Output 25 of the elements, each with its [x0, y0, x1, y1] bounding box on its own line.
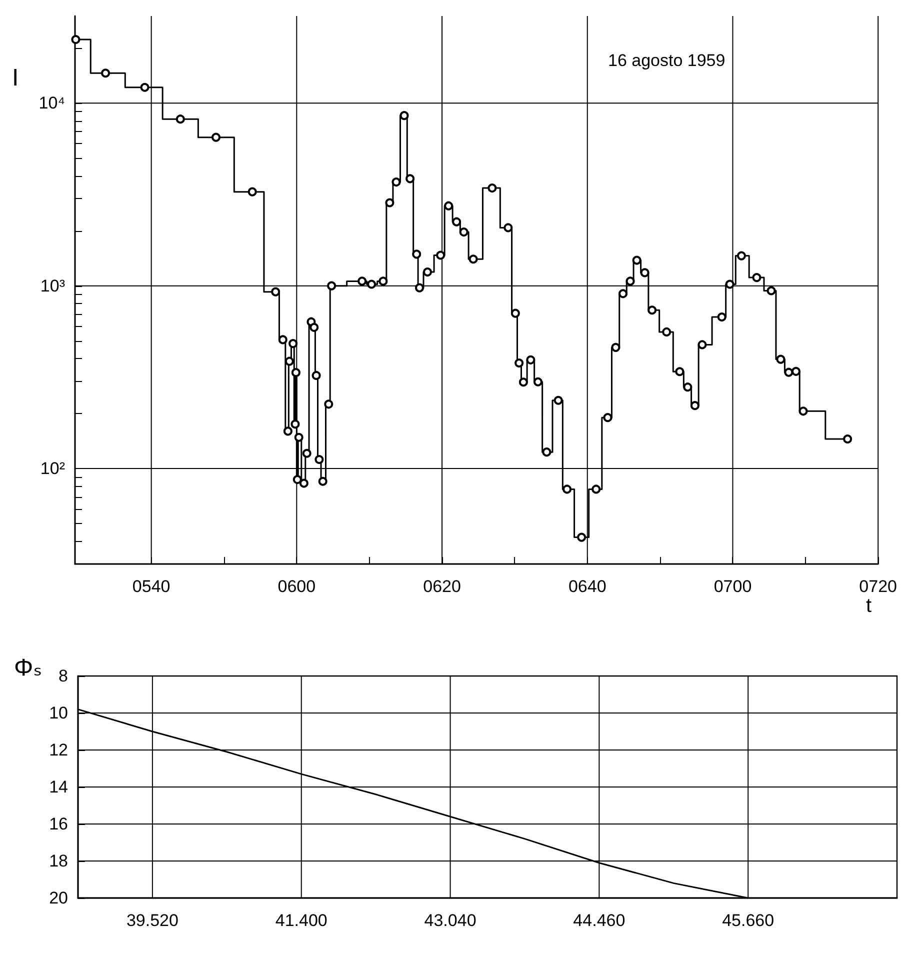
x-tick-label: 39.520 [126, 911, 178, 930]
x-axis-title: t [866, 595, 872, 617]
y-tick-label: 16 [49, 814, 68, 834]
y-tick-label: 12 [49, 740, 68, 760]
y-tick-label: 20 [49, 888, 68, 908]
x-tick-label: 0720 [859, 577, 898, 596]
x-tick-label: 45.660 [722, 911, 774, 930]
x-tick-label: 43.040 [424, 911, 476, 930]
y-tick-label: 8 [58, 666, 68, 686]
x-tick-label: 0620 [423, 577, 461, 596]
y-tick-label: 10 [49, 704, 68, 722]
x-tick-label: 0640 [568, 577, 606, 596]
y-tick-label: 14 [49, 778, 68, 796]
x-tick-label: 44.460 [573, 911, 626, 930]
x-tick-label: 0600 [278, 577, 316, 596]
annotation: 16 agosto 1959 [608, 51, 726, 70]
x-tick-label: 0700 [714, 577, 752, 596]
y-axis-title: I [12, 64, 19, 92]
y-tick-label: 10² [40, 458, 66, 478]
x-tick-label: 0540 [132, 577, 170, 596]
y-axis-title: Φₛ [14, 654, 42, 682]
x-tick-label: 41.400 [275, 911, 328, 930]
y-tick-label: 18 [49, 852, 68, 870]
y-tick-label: 10⁴ [38, 94, 65, 113]
y-tick-label: 10³ [40, 276, 66, 296]
